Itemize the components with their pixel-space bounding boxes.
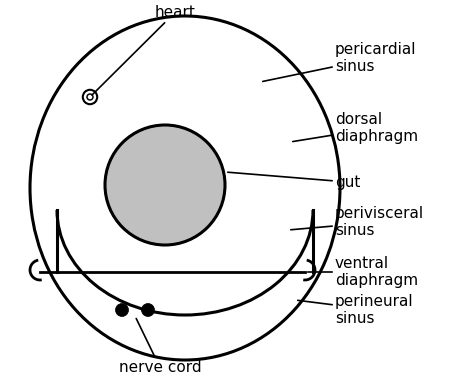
Circle shape: [105, 125, 225, 245]
Text: perivisceral
sinus: perivisceral sinus: [291, 206, 424, 238]
Text: gut: gut: [228, 172, 360, 190]
Circle shape: [141, 303, 154, 317]
Text: ventral
diaphragm: ventral diaphragm: [308, 256, 418, 288]
Circle shape: [116, 303, 129, 317]
Text: dorsal
diaphragm: dorsal diaphragm: [293, 112, 418, 144]
Text: pericardial
sinus: pericardial sinus: [263, 42, 417, 82]
Text: heart: heart: [92, 5, 195, 95]
Text: nerve cord: nerve cord: [119, 318, 201, 375]
Text: perineural
sinus: perineural sinus: [298, 294, 414, 326]
